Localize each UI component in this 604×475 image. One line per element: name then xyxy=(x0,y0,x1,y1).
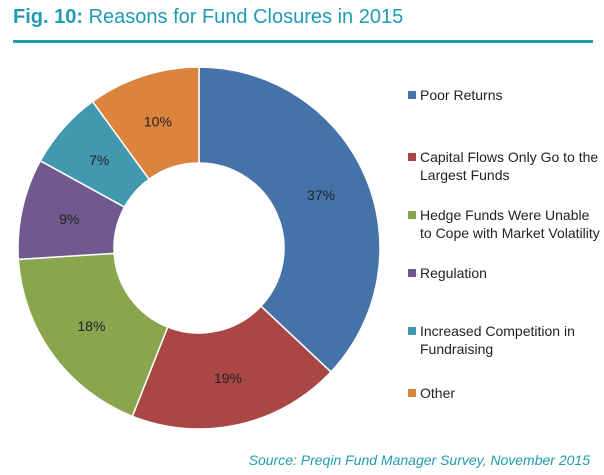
legend-swatch xyxy=(408,327,416,335)
legend-label: Hedge Funds Were Unable to Cope with Mar… xyxy=(420,207,600,241)
slice-label-increased-competition-in-fundraising: 7% xyxy=(89,152,109,168)
legend-label: Increased Competition in Fundraising xyxy=(420,323,575,357)
slice-label-regulation: 9% xyxy=(59,211,79,227)
chart-title: Fig. 10: Reasons for Fund Closures in 20… xyxy=(13,6,403,29)
legend-item-market-volatility: Hedge Funds Were Unable to Cope with Mar… xyxy=(408,206,604,242)
title-divider xyxy=(13,40,593,43)
slice-labels: 37% 19% 18% 9% 7% 10% xyxy=(59,114,335,386)
slice-other xyxy=(91,66,200,181)
slice-label-hedge-funds-were-unable-to-cope-with-market-volatility: 18% xyxy=(77,318,105,334)
slice-label-other: 10% xyxy=(144,114,172,130)
slice-hedge-funds-were-unable-to-cope-with-market-volatility xyxy=(17,252,169,418)
source-note: Source: Preqin Fund Manager Survey, Nove… xyxy=(248,452,590,468)
legend-label: Poor Returns xyxy=(420,87,503,103)
legend-item-regulation: Regulation xyxy=(408,264,604,282)
legend-item-other: Other xyxy=(408,384,604,402)
legend-swatch xyxy=(408,91,416,99)
slice-label-capital-flows-only-go-to-the-largest-funds: 19% xyxy=(214,370,242,386)
legend-swatch xyxy=(408,153,416,161)
legend-item-capital-flows: Capital Flows Only Go to the Largest Fun… xyxy=(408,148,604,184)
legend-swatch xyxy=(408,269,416,277)
legend-label: Capital Flows Only Go to the Largest Fun… xyxy=(420,149,599,183)
legend-swatch xyxy=(408,211,416,219)
chart-title-text: Reasons for Fund Closures in 2015 xyxy=(88,6,404,28)
legend-swatch xyxy=(408,389,416,397)
slice-capital-flows-only-go-to-the-largest-funds xyxy=(131,305,333,430)
legend-label: Regulation xyxy=(420,265,487,281)
legend-label: Other xyxy=(420,385,456,401)
slice-label-poor-returns: 37% xyxy=(307,187,335,203)
legend-item-competition: Increased Competition in Fundraising xyxy=(408,322,604,358)
legend-item-poor-returns: Poor Returns xyxy=(408,86,604,104)
donut-slices xyxy=(17,66,381,430)
slice-poor-returns xyxy=(198,66,381,373)
figure-number: Fig. 10: xyxy=(13,6,84,28)
